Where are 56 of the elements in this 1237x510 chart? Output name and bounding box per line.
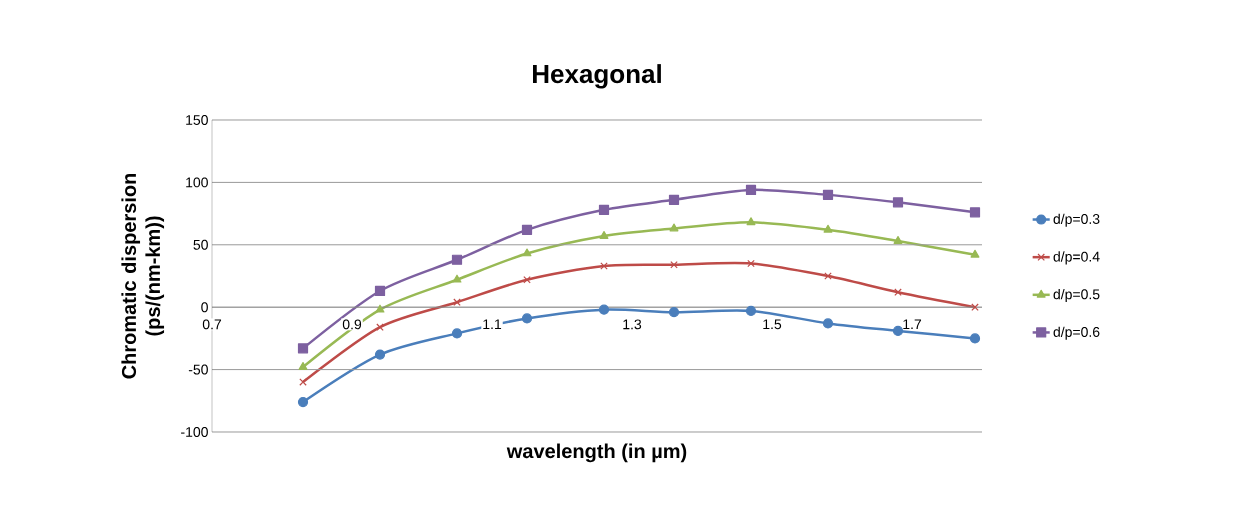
chart-title: Hexagonal xyxy=(533,64,661,89)
point xyxy=(970,249,980,258)
point xyxy=(745,305,757,317)
point xyxy=(523,275,531,284)
point xyxy=(893,235,903,244)
y-tick-label: -50 xyxy=(188,364,208,375)
point xyxy=(452,274,462,283)
x-tick-label: 0.7 xyxy=(202,319,222,330)
point xyxy=(822,318,834,329)
legend-label: d/p=0.3 xyxy=(1053,213,1100,227)
x-tick-label: 1.1 xyxy=(483,319,502,330)
point xyxy=(453,298,461,306)
point xyxy=(969,333,981,344)
point xyxy=(374,285,386,297)
y-tick-label: 100 xyxy=(186,177,208,188)
point xyxy=(823,224,833,233)
point xyxy=(746,217,756,226)
point xyxy=(822,189,834,200)
point xyxy=(451,328,463,339)
point xyxy=(375,304,385,313)
point xyxy=(451,254,463,265)
point xyxy=(297,343,309,354)
point xyxy=(971,303,979,311)
point xyxy=(598,304,610,315)
point xyxy=(599,230,609,239)
x-tick-label: 1.3 xyxy=(623,319,642,330)
x-axis-title: wavelength (in µm) xyxy=(506,443,687,463)
point xyxy=(521,313,533,324)
point xyxy=(747,259,755,268)
y-tick-label: 50 xyxy=(193,239,208,250)
point xyxy=(522,248,532,257)
point xyxy=(669,223,679,232)
x-tick-label: 1.5 xyxy=(763,319,782,330)
y-axis-title: Chromatic dispersion (ps/(nm-km)) xyxy=(121,173,165,379)
point xyxy=(892,197,904,208)
point xyxy=(894,288,902,296)
legend-label: d/p=0.6 xyxy=(1053,326,1100,340)
point xyxy=(668,307,680,318)
point xyxy=(670,260,678,269)
point xyxy=(297,396,309,408)
y-tick-label: 150 xyxy=(186,115,208,125)
point xyxy=(376,323,384,331)
y-tick-label: 0 xyxy=(201,302,208,313)
point xyxy=(598,204,610,215)
point xyxy=(521,224,533,235)
point xyxy=(374,349,386,360)
legend-label: d/p=0.5 xyxy=(1053,288,1100,303)
point xyxy=(745,184,757,195)
y-tick-label: -100 xyxy=(181,427,208,437)
point xyxy=(892,325,904,336)
point xyxy=(298,361,308,370)
x-tick-label: 0.9 xyxy=(342,319,362,330)
legend-label: d/p=0.4 xyxy=(1053,251,1100,265)
point xyxy=(668,194,680,205)
x-tick-label: 1.7 xyxy=(903,319,922,330)
point xyxy=(969,207,981,218)
